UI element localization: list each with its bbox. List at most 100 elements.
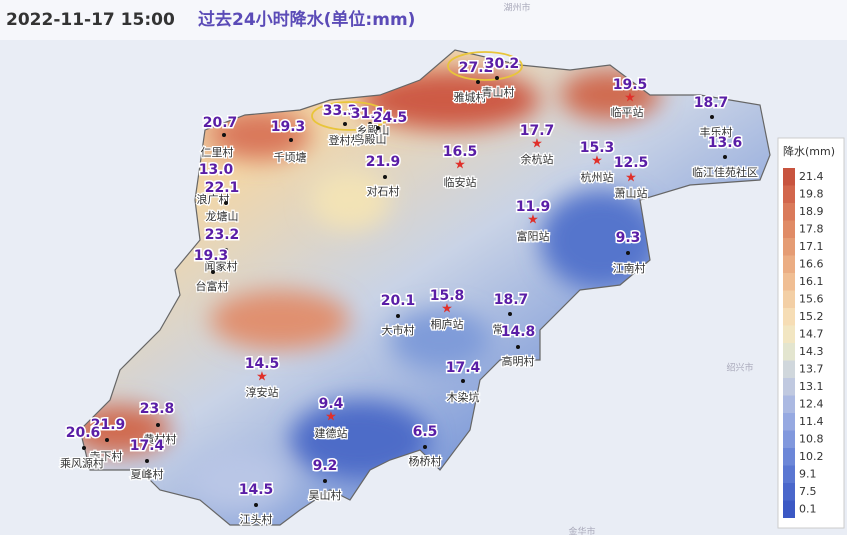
station-value: 19.3 [271,119,306,135]
legend-label: 13.7 [799,362,824,375]
station-name: 昊山村 [309,488,342,502]
station-value: 15.3 [580,140,615,156]
station-dot [105,438,109,442]
station-name: 浪广村 [197,192,230,206]
station-name: 仁里村 [201,145,234,159]
station-name: 闻家村 [205,259,238,273]
station-dot [224,201,228,205]
station-dot [396,314,400,318]
station-name: 黄村村 [144,432,177,446]
station-dot [723,155,727,159]
station-dot [376,126,380,130]
station-value: 20.1 [381,293,416,309]
station-star: ★ [325,410,337,425]
legend-label: 10.8 [799,432,824,445]
legend-swatch [783,238,795,256]
legend-swatch [783,185,795,203]
legend-swatch [783,430,795,448]
legend-label: 13.1 [799,380,824,393]
station-name: 台富村 [196,279,229,293]
station-dot [516,345,520,349]
station-star: ★ [256,370,268,385]
station-name: 桐庐站 [431,317,464,331]
station-dot [383,175,387,179]
station-value: 24.5 [373,110,408,126]
station-star: ★ [454,158,466,173]
station-dot [82,446,86,450]
station-dot [368,122,372,126]
legend-swatch [783,448,795,466]
station-name: 临江佳苑社区 [692,165,758,179]
legend-label: 11.4 [799,415,824,428]
legend-swatch [783,273,795,291]
station-dot [323,479,327,483]
station-value: 23.2 [205,227,240,243]
station-value: 31.1 [351,106,386,122]
station-value: 18.7 [494,292,529,308]
station-name: 高明村 [502,354,535,368]
station-dot [156,423,160,427]
station-value: 22.1 [205,180,240,196]
station-name: 对石村 [367,184,400,198]
legend-swatch [783,308,795,326]
legend-swatch [783,255,795,273]
station-value: 23.8 [140,401,175,417]
station-name: 大市村 [382,323,415,337]
station-value: 12.5 [614,155,649,171]
station-star: ★ [625,171,637,186]
timestamp: 2022-11-17 15:00 [6,10,175,30]
station-value: 15.8 [430,288,465,304]
station-name: 江头村 [240,512,273,526]
legend-swatch [783,395,795,413]
station-dot [710,115,714,119]
station-value: 18.7 [694,95,729,111]
legend-swatch [783,168,795,186]
station-value: 13.0 [199,162,234,178]
station-name: 千顷塘 [274,150,307,164]
station-name: 临安站 [444,175,477,189]
station-dot [461,379,465,383]
station-value: 21.9 [91,417,126,433]
station-name: 乡殿山 [357,124,390,137]
highlight-ring [311,101,389,131]
station-value: 21.9 [366,154,401,170]
station-dot [289,138,293,142]
station-dot [254,503,258,507]
station-name: 登村村 [329,133,362,147]
station-dot [508,312,512,316]
station-name: 寺下村 [90,449,123,463]
station-value: 9.2 [313,458,338,474]
station-value: 11.9 [516,199,551,215]
legend-label: 12.4 [799,397,824,410]
station-dot [216,181,220,185]
station-value: 27.2 [459,60,494,76]
legend-label: 17.8 [799,222,824,235]
station-value: 20.7 [203,115,238,131]
legend-swatch [783,378,795,396]
station-name: 青山村 [482,85,515,99]
station-name: 常 [493,323,504,336]
station-name: 萧山站 [615,186,648,200]
legend-label: 18.9 [799,205,824,218]
city-label: 湖州市 [503,2,530,14]
map-title: 过去24小时降水(单位:mm) [198,9,415,30]
station-dot [343,122,347,126]
legend-label: 21.4 [799,170,824,183]
station-name: 乘风源村 [60,456,104,470]
station-name: 余杭站 [521,152,554,166]
station-value: 19.3 [194,248,229,264]
station-value: 9.3 [616,230,641,246]
legend-swatch [783,413,795,431]
station-name: 龙塘山 [206,209,239,223]
station-dot [145,459,149,463]
station-name: 木染坑 [447,390,480,404]
station-star: ★ [531,137,543,152]
station-name: 丰乐村 [700,125,733,139]
station-star: ★ [441,302,453,317]
station-name: 杭州站 [581,170,614,184]
station-star: ★ [624,91,636,106]
station-name: 杨桥村 [409,454,442,468]
header-bar [0,0,847,40]
legend-label: 16.1 [799,275,824,288]
station-value: 30.2 [485,56,520,72]
